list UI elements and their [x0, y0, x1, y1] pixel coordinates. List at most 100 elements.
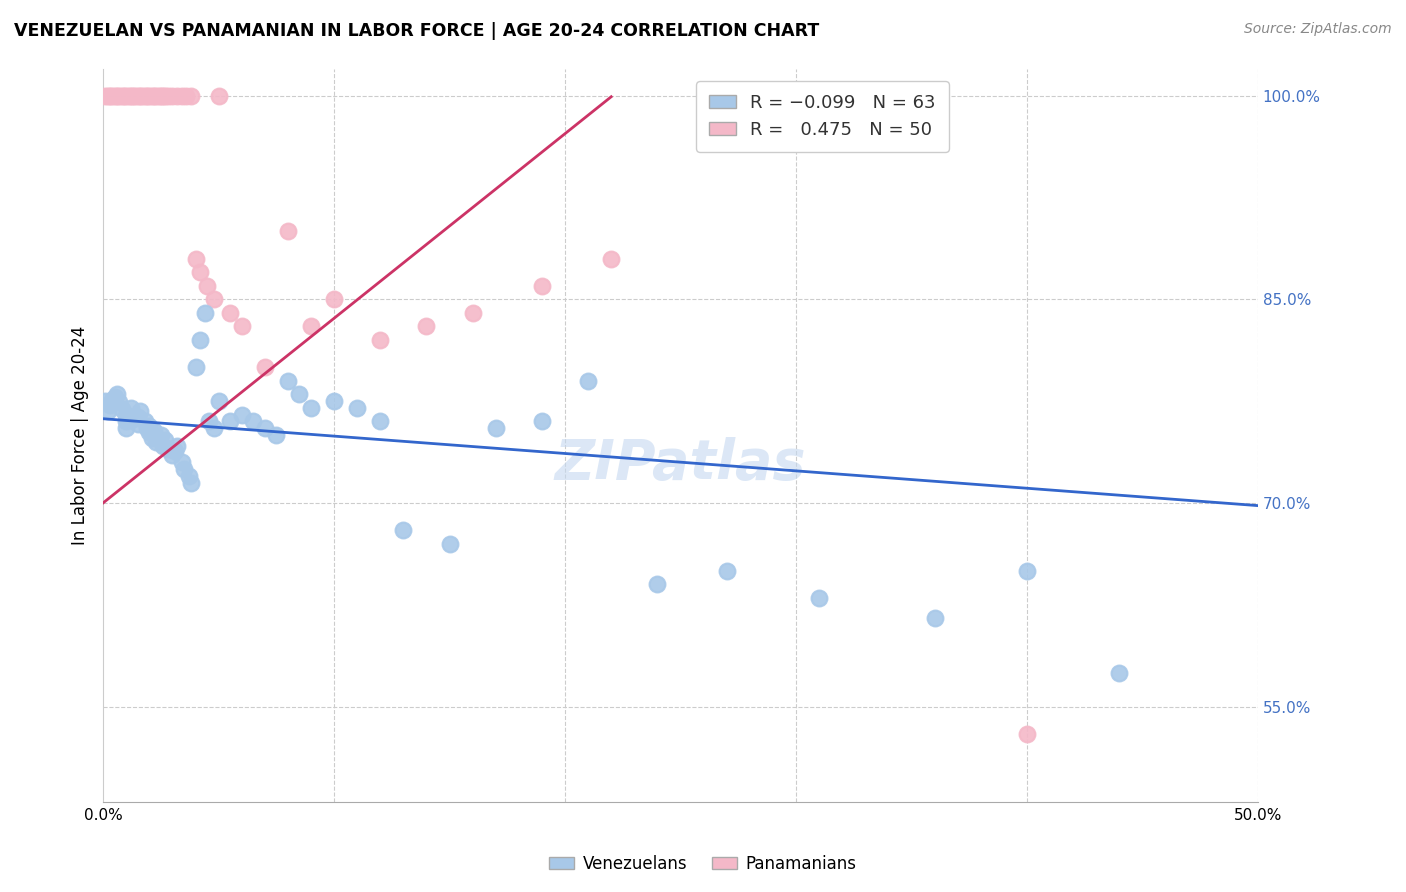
- Point: [138, 88, 160, 103]
- Point: [104, 88, 127, 103]
- Point: [162, 449, 184, 463]
- Text: VENEZUELAN VS PANAMANIAN IN LABOR FORCE | AGE 20-24 CORRELATION CHART: VENEZUELAN VS PANAMANIAN IN LABOR FORCE …: [14, 22, 820, 40]
- Point: [323, 394, 346, 409]
- Point: [101, 88, 124, 103]
- Point: [115, 88, 138, 103]
- Point: [108, 395, 131, 409]
- Point: [105, 387, 128, 401]
- Point: [115, 414, 138, 428]
- Point: [97, 88, 120, 103]
- Point: [299, 319, 322, 334]
- Point: [97, 403, 120, 417]
- Point: [163, 444, 186, 458]
- Point: [253, 360, 276, 375]
- Point: [485, 421, 508, 435]
- Point: [219, 306, 242, 320]
- Point: [647, 577, 669, 591]
- Point: [131, 88, 153, 103]
- Point: [105, 88, 128, 103]
- Point: [112, 88, 135, 103]
- Point: [138, 418, 160, 433]
- Point: [184, 360, 207, 375]
- Point: [368, 333, 391, 347]
- Point: [180, 475, 202, 490]
- Point: [94, 88, 117, 103]
- Point: [136, 88, 159, 103]
- Point: [277, 374, 299, 388]
- Point: [180, 88, 202, 103]
- Point: [117, 88, 139, 103]
- Point: [188, 265, 211, 279]
- Point: [530, 278, 553, 293]
- Point: [174, 88, 197, 103]
- Point: [202, 293, 225, 307]
- Point: [148, 88, 170, 103]
- Y-axis label: In Labor Force | Age 20-24: In Labor Force | Age 20-24: [72, 326, 89, 545]
- Point: [299, 401, 322, 415]
- Point: [207, 88, 229, 103]
- Point: [108, 88, 131, 103]
- Point: [1015, 726, 1038, 740]
- Point: [145, 88, 167, 103]
- Point: [198, 414, 221, 428]
- Point: [184, 252, 207, 266]
- Point: [142, 88, 165, 103]
- Point: [600, 252, 623, 266]
- Point: [166, 88, 188, 103]
- Point: [439, 536, 461, 550]
- Point: [1015, 564, 1038, 578]
- Point: [808, 591, 831, 605]
- Point: [195, 278, 218, 293]
- Point: [155, 434, 177, 448]
- Point: [124, 88, 146, 103]
- Point: [1108, 665, 1130, 680]
- Point: [188, 333, 211, 347]
- Point: [149, 428, 172, 442]
- Point: [266, 428, 288, 442]
- Point: [141, 431, 163, 445]
- Point: [173, 462, 195, 476]
- Point: [346, 401, 368, 415]
- Point: [138, 425, 160, 440]
- Point: [115, 408, 138, 422]
- Point: [392, 523, 415, 537]
- Point: [202, 421, 225, 435]
- Point: [136, 421, 159, 435]
- Point: [122, 411, 145, 425]
- Point: [101, 392, 124, 407]
- Point: [94, 394, 117, 409]
- Point: [288, 387, 311, 401]
- Point: [98, 88, 121, 103]
- Point: [129, 403, 152, 417]
- Point: [115, 421, 138, 435]
- Point: [141, 88, 163, 103]
- Point: [129, 88, 152, 103]
- Point: [127, 417, 149, 432]
- Point: [110, 402, 132, 417]
- Point: [127, 410, 149, 425]
- Point: [207, 394, 229, 409]
- Point: [110, 88, 132, 103]
- Point: [219, 414, 242, 428]
- Point: [134, 414, 156, 428]
- Point: [166, 439, 188, 453]
- Legend: R = −0.099   N = 63, R =   0.475   N = 50: R = −0.099 N = 63, R = 0.475 N = 50: [696, 81, 949, 152]
- Point: [104, 390, 127, 404]
- Point: [231, 319, 253, 334]
- Point: [98, 398, 121, 412]
- Point: [145, 434, 167, 449]
- Point: [576, 374, 599, 388]
- Point: [231, 408, 253, 422]
- Point: [170, 88, 193, 103]
- Point: [156, 88, 179, 103]
- Point: [127, 88, 149, 103]
- Legend: Venezuelans, Panamanians: Venezuelans, Panamanians: [543, 848, 863, 880]
- Point: [162, 88, 184, 103]
- Point: [120, 88, 142, 103]
- Point: [924, 611, 946, 625]
- Point: [368, 414, 391, 428]
- Point: [323, 293, 346, 307]
- Point: [461, 306, 484, 320]
- Point: [122, 88, 145, 103]
- Point: [194, 306, 217, 320]
